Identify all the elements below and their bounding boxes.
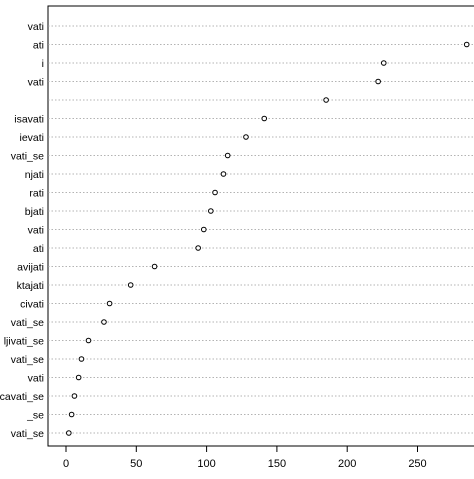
grid-lines — [48, 25, 474, 434]
category-label: vati — [28, 225, 44, 237]
data-point — [195, 245, 201, 251]
data-point — [71, 393, 78, 399]
data-point — [85, 337, 92, 344]
data-point — [224, 152, 231, 159]
category-label: bjati — [25, 206, 44, 218]
data-point — [323, 97, 329, 103]
category-label: ati — [33, 243, 44, 255]
category-label: njati — [25, 169, 44, 181]
data-point — [66, 430, 72, 436]
data-point — [75, 374, 82, 381]
x-tick-label: 50 — [130, 458, 142, 470]
data-point — [78, 356, 85, 362]
category-label: rati — [29, 188, 44, 200]
x-tick-label: 100 — [197, 458, 215, 470]
category-labels: vatiatiivatiisavatiievativati_senjatirat… — [0, 21, 44, 440]
data-point — [261, 115, 268, 122]
data-points — [66, 41, 470, 436]
category-label: vati — [28, 373, 44, 385]
category-label: ktajati — [17, 280, 44, 292]
data-point — [375, 78, 381, 85]
x-tick-label: 150 — [268, 458, 286, 470]
data-point — [101, 319, 107, 325]
category-label: civati — [20, 299, 44, 311]
category-label: vati — [28, 77, 44, 89]
data-point — [68, 411, 75, 418]
x-tick-label: 250 — [408, 458, 426, 470]
category-label: ievati — [19, 132, 44, 144]
category-label: avijati — [17, 262, 44, 274]
x-tick-label: 0 — [63, 458, 69, 470]
category-label: _se — [26, 410, 44, 422]
category-label: ljivati_se — [4, 336, 44, 348]
category-label: i — [42, 58, 44, 70]
x-tick-label: 200 — [338, 458, 356, 470]
data-point — [463, 41, 470, 48]
category-label: ucavati_se — [0, 391, 44, 403]
data-point — [380, 60, 387, 66]
data-point — [151, 263, 158, 270]
category-label: vati_se — [11, 428, 44, 440]
data-point — [127, 282, 134, 288]
plot-frame — [47, 5, 474, 447]
category-label: isavati — [14, 114, 44, 126]
category-label: vati_se — [11, 354, 44, 366]
data-point — [200, 226, 207, 233]
category-label: vati_se — [11, 317, 44, 329]
category-label: ati — [33, 40, 44, 52]
data-point — [220, 171, 227, 177]
data-point — [208, 208, 214, 214]
data-point — [212, 189, 218, 196]
data-point — [243, 134, 249, 140]
data-point — [106, 300, 113, 307]
category-label: vati — [28, 21, 44, 33]
x-axis: 0 50 100 150 200 250 — [63, 445, 427, 470]
category-label: vati_se — [11, 151, 44, 163]
